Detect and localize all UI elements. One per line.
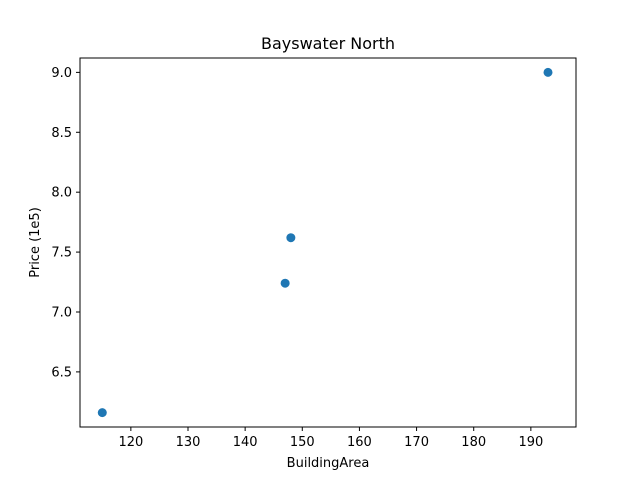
y-axis: 6.5 7.0 7.5 8.0 8.5 9.0 bbox=[51, 66, 80, 380]
y-tick-label: 6.5 bbox=[51, 365, 72, 380]
x-tick-label: 160 bbox=[347, 435, 372, 450]
x-tick-label: 140 bbox=[233, 435, 258, 450]
y-tick-label: 7.5 bbox=[51, 246, 72, 261]
x-axis: 120 130 140 150 160 170 180 190 bbox=[118, 427, 543, 450]
y-tick-label: 7.0 bbox=[51, 305, 72, 320]
x-axis-label: BuildingArea bbox=[287, 456, 370, 471]
y-tick-label: 8.0 bbox=[51, 186, 72, 201]
x-tick-label: 120 bbox=[118, 435, 143, 450]
chart-title: Bayswater North bbox=[261, 34, 395, 53]
x-tick-label: 170 bbox=[404, 435, 429, 450]
y-tick-label: 8.5 bbox=[51, 126, 72, 141]
y-tick-label: 9.0 bbox=[51, 66, 72, 81]
y-axis-label: Price (1e5) bbox=[28, 207, 43, 278]
data-point bbox=[286, 233, 296, 243]
data-point bbox=[280, 278, 290, 288]
x-tick-label: 190 bbox=[518, 435, 543, 450]
data-point bbox=[97, 408, 107, 418]
axes-frame bbox=[79, 57, 577, 428]
x-tick-label: 130 bbox=[176, 435, 201, 450]
x-tick-label: 180 bbox=[461, 435, 486, 450]
data-point bbox=[543, 67, 553, 77]
plot-area bbox=[97, 67, 553, 418]
x-tick-label: 150 bbox=[290, 435, 315, 450]
